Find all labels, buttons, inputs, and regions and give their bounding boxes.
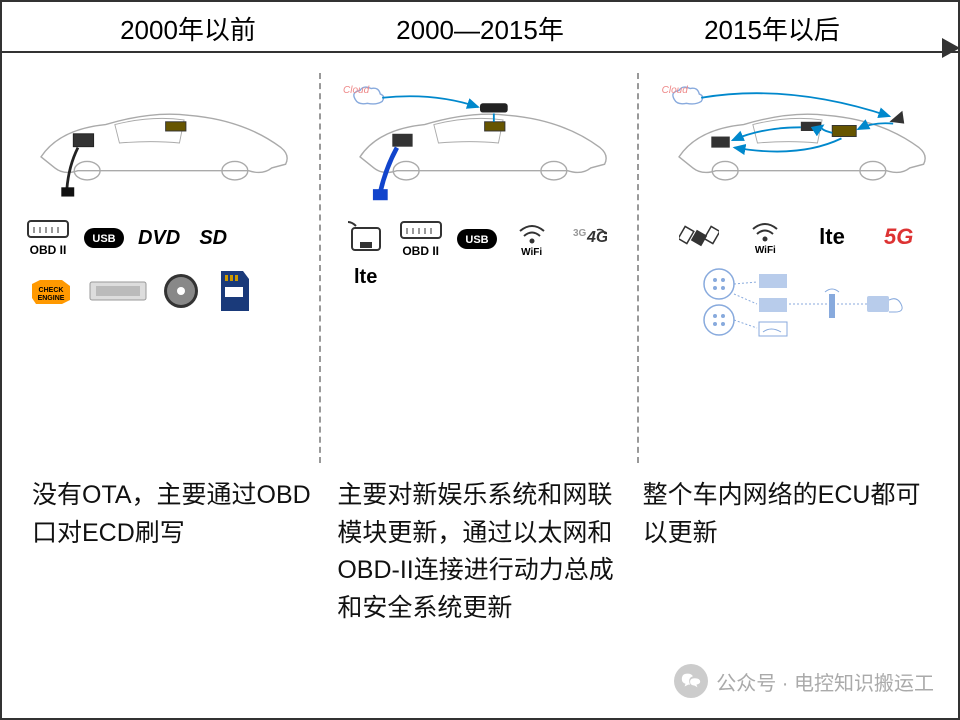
obd2-icon: OBD II (26, 219, 70, 257)
usb-icon: USB (82, 226, 126, 250)
svg-text:USB: USB (465, 234, 488, 246)
wechat-icon (674, 664, 708, 698)
network-diagram-icon (689, 264, 909, 344)
timeline-header: 2000年以前 2000—2015年 2015年以后 (2, 2, 958, 53)
wifi-icon-3: WiFi (744, 217, 786, 256)
cell-3g4g-icon: 3G4G (565, 224, 607, 254)
sd-card-icon (214, 269, 256, 313)
tech-icons-1: OBD II USB DVD SD (10, 213, 313, 263)
column-post2015: Cloud (639, 53, 958, 473)
tech-icons-2: OBD II USB WiFi 3G4G lte (329, 213, 632, 295)
period-label-2: 2000—2015年 (334, 10, 626, 47)
watermark: 公众号 · 电控知识搬运工 (674, 664, 934, 698)
watermark-text: 公众号 · 电控知识搬运工 (716, 667, 934, 696)
wifi-icon: WiFi (511, 219, 553, 258)
period-label-3: 2015年以后 (626, 10, 918, 47)
description-1: 没有OTA，主要通过OBD口对ECD刷写 (22, 477, 327, 627)
description-2: 主要对新娱乐系统和网联模块更新，通过以太网和OBD-II连接进行动力总成和安全系… (327, 477, 632, 627)
column-2000-2015: Cloud (321, 53, 640, 473)
lte-icon: lte (345, 266, 387, 289)
lte-icon-3: lte (811, 224, 853, 250)
disc-icon (160, 271, 202, 311)
description-3: 整个车内网络的ECU都可以更新 (633, 477, 938, 627)
extra-icons-1: CHECKENGINE (10, 263, 313, 319)
car-diagram-1 (16, 83, 306, 203)
dvd-icon: DVD (138, 227, 180, 250)
usb-icon-2: USB (455, 227, 499, 251)
svg-text:ENGINE: ENGINE (38, 295, 65, 302)
satellite-icon (678, 220, 720, 254)
5g-icon: 5G (878, 224, 920, 250)
hardware-module-icon (88, 278, 148, 304)
car-diagram-2: Cloud (335, 83, 625, 203)
cloud-label-3: Cloud (662, 85, 688, 96)
tech-icons-3: WiFi lte 5G (647, 213, 950, 260)
svg-text:USB: USB (92, 233, 115, 245)
ethernet-icon (345, 220, 387, 258)
obd2-icon-2: OBD II (399, 220, 443, 258)
period-label-1: 2000年以前 (42, 10, 334, 47)
diagram-columns: OBD II USB DVD SD CHECKENGINE (2, 53, 958, 473)
column-pre2000: OBD II USB DVD SD CHECKENGINE (2, 53, 321, 473)
descriptions-row: 没有OTA，主要通过OBD口对ECD刷写 主要对新娱乐系统和网联模块更新，通过以… (2, 473, 958, 637)
cloud-label-2: Cloud (343, 85, 369, 96)
sd-icon: SD (192, 227, 234, 250)
check-engine-icon: CHECKENGINE (26, 274, 76, 308)
svg-text:CHECK: CHECK (39, 287, 64, 294)
svg-text:3G: 3G (573, 228, 587, 239)
car-diagram-3: Cloud (654, 83, 944, 203)
